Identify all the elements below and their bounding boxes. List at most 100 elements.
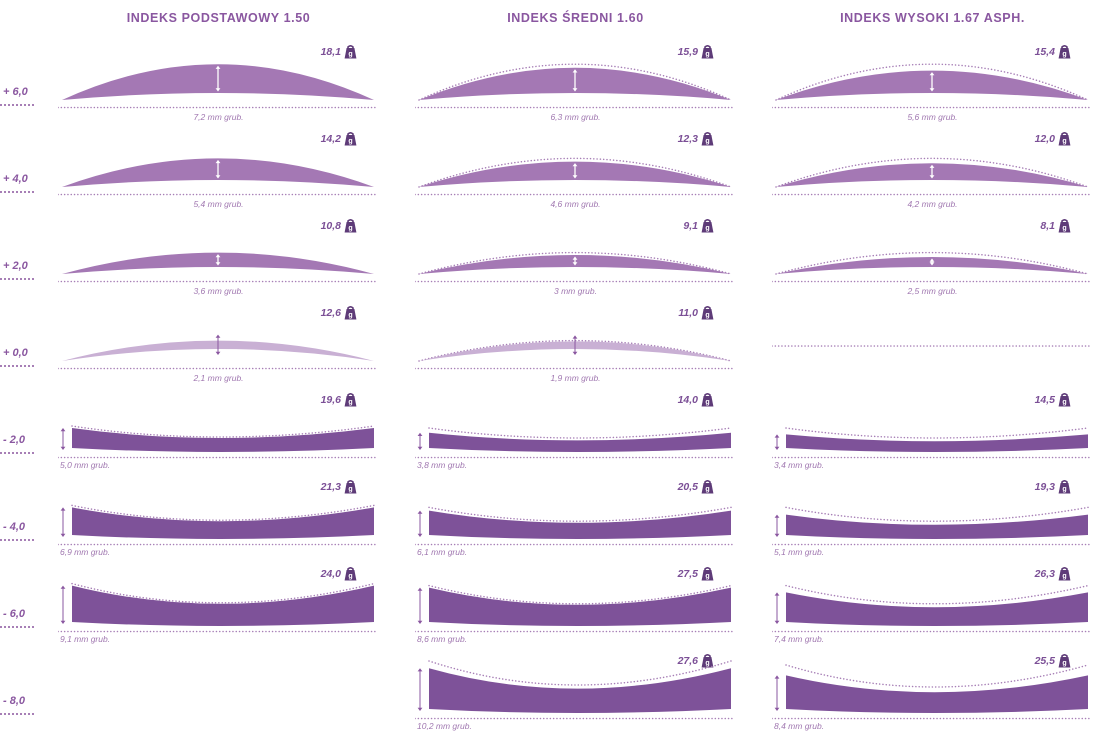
diopter-row: - 2,0 19,6 g 5,0 mm grub. 14,0 g 3,8 mm grub. 1… <box>0 384 1112 471</box>
weight-unit-label: g <box>1062 225 1066 232</box>
weight-icon: g <box>1058 567 1071 581</box>
power-underline <box>0 713 34 715</box>
lens-shape-plus <box>58 158 378 196</box>
lens-cell: 24,0 g 9,1 mm grub. <box>40 558 397 645</box>
weight-icon: g <box>701 219 714 233</box>
weight-unit-label: g <box>705 225 709 232</box>
lens-cell: 12,3 g 4,6 mm grub. <box>397 123 754 210</box>
lens-cell: 10,8 g 3,6 mm grub. <box>40 210 397 297</box>
weight-value: 19,6 <box>320 393 341 406</box>
weight-value: 12,6 <box>320 306 341 319</box>
lens-cell: 15,9 g 6,3 mm grub. <box>397 36 754 123</box>
weight-unit-label: g <box>705 660 709 667</box>
weight-unit-label: g <box>348 573 352 580</box>
power-underline <box>0 452 34 454</box>
weight-value: 21,3 <box>320 480 341 493</box>
power-underline <box>0 104 34 106</box>
weight-badge: 8,1 g <box>1040 218 1071 233</box>
lens-shape-minus <box>415 506 735 546</box>
weight-badge: 18,1 g <box>321 44 357 59</box>
weight-badge: 10,8 g <box>321 218 357 233</box>
weight-value: 14,0 <box>677 393 698 406</box>
weight-icon: g <box>1058 219 1071 233</box>
lens-shape-plano <box>415 335 735 370</box>
weight-icon: g <box>701 45 714 59</box>
lens-shape-minus <box>772 664 1092 720</box>
lens-shape-plus <box>415 157 735 196</box>
weight-badge: 20,5 g <box>678 479 714 494</box>
weight-value: 26,3 <box>1034 567 1055 580</box>
weight-unit-label: g <box>1062 486 1066 493</box>
weight-badge: 15,4 g <box>1035 44 1071 59</box>
weight-badge: 12,6 g <box>321 305 357 320</box>
lens-cell: 19,6 g 5,0 mm grub. <box>40 384 397 471</box>
weight-unit-label: g <box>1062 660 1066 667</box>
power-underline <box>0 278 34 280</box>
weight-badge: 26,3 g <box>1035 566 1071 581</box>
diopter-row: + 0,0 12,6 g 2,1 mm grub. 11,0 g 1,9 mm grub. <box>0 297 1112 384</box>
lens-shape-plus <box>58 252 378 283</box>
lens-cell: 27,6 g 10,2 mm grub. <box>397 645 754 732</box>
weight-value: 12,3 <box>677 132 698 145</box>
lens-cell: 21,3 g 6,9 mm grub. <box>40 471 397 558</box>
lens-shape-minus <box>58 582 378 633</box>
column-title-index-150: INDEKS PODSTAWOWY 1.50 <box>126 11 311 25</box>
weight-badge: 12,3 g <box>678 131 714 146</box>
thickness-label: 2,5 mm grub. <box>907 286 958 296</box>
lens-cell: 19,3 g 5,1 mm grub. <box>754 471 1111 558</box>
weight-badge: 27,6 g <box>678 653 714 668</box>
weight-value: 20,5 <box>677 480 698 493</box>
weight-icon: g <box>701 567 714 581</box>
weight-icon: g <box>1058 45 1071 59</box>
thickness-label: 4,2 mm grub. <box>907 199 958 209</box>
weight-value: 11,0 <box>678 306 698 319</box>
thickness-label: 1,9 mm grub. <box>550 373 601 383</box>
weight-badge: 24,0 g <box>321 566 357 581</box>
lens-cell: 14,5 g 3,4 mm grub. <box>754 384 1111 471</box>
lens-cell <box>754 297 1111 384</box>
weight-icon: g <box>1058 393 1071 407</box>
lens-shape-minus <box>772 506 1092 546</box>
diopter-row: - 8,0 27,6 g 10,2 mm grub. 25,5 g 8,4 mm grub. <box>0 645 1112 732</box>
weight-badge: 15,9 g <box>678 44 714 59</box>
weight-icon: g <box>1058 654 1071 668</box>
power-label: + 0,0 <box>3 347 28 359</box>
rows-container: + 6,0 18,1 g 7,2 mm grub. 15,9 g 6,3 mm grub. 1… <box>0 36 1112 732</box>
power-cell: - 6,0 <box>0 558 40 645</box>
lens-shape-plus <box>415 63 735 109</box>
weight-unit-label: g <box>1062 399 1066 406</box>
weight-badge: 21,3 g <box>321 479 357 494</box>
power-cell: - 8,0 <box>0 645 40 732</box>
weight-icon: g <box>344 480 357 494</box>
weight-icon: g <box>701 306 714 320</box>
weight-value: 14,2 <box>320 132 341 145</box>
thickness-label: 8,6 mm grub. <box>417 634 468 644</box>
weight-unit-label: g <box>705 573 709 580</box>
weight-icon: g <box>344 393 357 407</box>
lens-shape-minus <box>58 504 378 546</box>
power-label: - 4,0 <box>3 521 26 533</box>
lens-cell: 14,0 g 3,8 mm grub. <box>397 384 754 471</box>
thickness-label: 7,2 mm grub. <box>193 112 244 122</box>
thickness-label: 6,9 mm grub. <box>60 547 111 557</box>
weight-unit-label: g <box>1062 51 1066 58</box>
weight-badge: 27,5 g <box>678 566 714 581</box>
weight-icon: g <box>1058 480 1071 494</box>
weight-unit-label: g <box>705 138 709 145</box>
diopter-row: + 4,0 14,2 g 5,4 mm grub. 12,3 g 4,6 mm grub. 1… <box>0 123 1112 210</box>
column-headers: INDEKS PODSTAWOWY 1.50 INDEKS ŚREDNI 1.6… <box>0 0 1112 36</box>
weight-icon: g <box>344 567 357 581</box>
lens-cell: 12,6 g 2,1 mm grub. <box>40 297 397 384</box>
weight-value: 24,0 <box>320 567 341 580</box>
weight-value: 14,5 <box>1034 393 1055 406</box>
power-underline <box>0 626 34 628</box>
weight-value: 18,1 <box>320 45 341 58</box>
weight-icon: g <box>344 132 357 146</box>
weight-badge: 14,0 g <box>678 392 714 407</box>
power-label: - 2,0 <box>3 434 26 446</box>
lens-shape-plus <box>415 251 735 283</box>
lens-shape-plus <box>58 64 378 109</box>
thickness-label: 3,6 mm grub. <box>193 286 244 296</box>
lens-cell: 25,5 g 8,4 mm grub. <box>754 645 1111 732</box>
